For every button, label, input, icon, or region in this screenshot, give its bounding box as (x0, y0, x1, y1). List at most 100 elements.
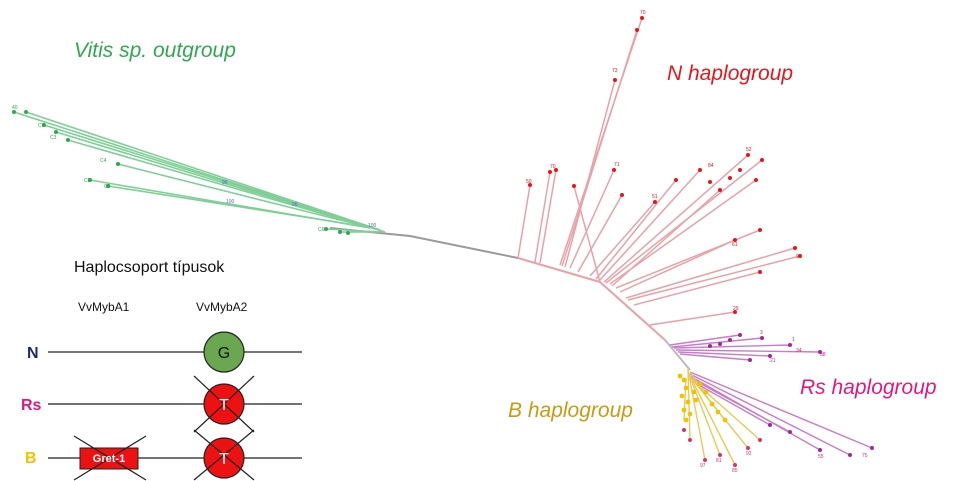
tip-point (548, 170, 552, 174)
outgroup-branch (25, 111, 381, 231)
cross-mark (193, 429, 255, 481)
tip-point (738, 333, 742, 337)
tip-point (733, 238, 737, 242)
rs-branch (673, 344, 791, 349)
tip-point (758, 270, 762, 274)
tip-point (687, 411, 693, 417)
b-haplogroup-label: B haplogroup (508, 399, 633, 422)
node-label: 97 (700, 463, 706, 469)
tip-point (718, 188, 722, 192)
legend-row-n: N G (27, 331, 302, 373)
tip-point (324, 227, 328, 231)
gret-1-label: Gret-1 (93, 453, 125, 465)
tip-point (681, 377, 687, 383)
n-branch (573, 185, 601, 283)
node-label: 38 (820, 352, 826, 358)
n-branch (561, 29, 638, 267)
cross-mark (73, 435, 147, 481)
tip-point (758, 228, 762, 232)
outgroup-label: Vitis sp. outgroup (74, 39, 236, 62)
n-branch (564, 79, 616, 268)
rs-branch (689, 379, 771, 426)
allele-circle-g (203, 331, 245, 373)
node-label: 21 (770, 358, 776, 364)
node-label: 96 (222, 180, 228, 186)
tip-point (768, 354, 772, 358)
tip-point (682, 428, 686, 432)
trunk-branch-grey (409, 235, 519, 259)
node-label: 70 (550, 164, 556, 170)
tip-point (688, 438, 692, 442)
node-label: 84 (708, 163, 714, 169)
rs-branch (679, 353, 751, 361)
tip-point (748, 358, 752, 362)
node-label: 51 (652, 194, 658, 200)
legend-row-b: B Gret-1 T (25, 429, 302, 481)
node-label: C4 (100, 158, 107, 164)
allele-label: G (218, 345, 230, 362)
rs-haplogroup-branches (669, 334, 873, 456)
tip-point (848, 453, 852, 457)
tip-point (728, 338, 732, 342)
tip-point (733, 310, 737, 314)
node-label: 55 (818, 454, 824, 460)
tip-point (683, 417, 689, 423)
node-label: 1 (792, 337, 795, 343)
row-label: Rs (21, 397, 42, 414)
tip-point (698, 168, 702, 172)
row-label: N (27, 345, 39, 362)
tip-point (798, 254, 802, 258)
tip-point (818, 350, 822, 354)
node-label: 52 (746, 147, 752, 153)
tip-point (693, 397, 699, 403)
tip-point (42, 123, 46, 127)
tree-branches (329, 227, 691, 371)
tip-point (613, 78, 617, 82)
n-branch (534, 171, 551, 263)
n-branch (569, 169, 615, 269)
node-label: C8 (84, 178, 91, 184)
n-branch (619, 239, 736, 293)
tip-point (679, 393, 685, 399)
tip-point (733, 463, 737, 467)
n-branch (595, 179, 677, 280)
n-branch (577, 194, 623, 273)
allele-label: T (219, 451, 229, 468)
b-haplogroup-tips (682, 428, 762, 467)
node-label: 94 (796, 254, 802, 260)
b-branch (687, 371, 721, 456)
tip-point (12, 110, 16, 114)
n-haplogroup-tips (528, 16, 802, 314)
tip-point (106, 184, 110, 188)
allele-label: T (219, 397, 229, 414)
tip-point (768, 423, 772, 427)
tip-point (793, 246, 797, 250)
outgroup-node-labels: 40 C5 C3 C4 C8 C9 C6 (12, 105, 325, 233)
tip-point (715, 409, 721, 415)
node-label: 100 (226, 199, 235, 205)
node-label: 3 (760, 330, 763, 336)
tip-point (722, 417, 728, 423)
rs-branch (689, 377, 791, 433)
rs-haplogroup-label: Rs haplogroup (800, 376, 937, 399)
node-label: 85 (732, 468, 738, 474)
tip-point (718, 453, 722, 457)
b-branch (689, 371, 713, 405)
tip-point (554, 168, 558, 172)
node-label: 100 (368, 223, 377, 229)
tip-point (760, 158, 764, 162)
haplogroup-legend: Haplocsoport típusok VvMybA1 VvMybA2 N G… (21, 259, 302, 481)
n-branch (517, 184, 531, 259)
n-branch (589, 201, 656, 277)
rs-haplogroup-tips (708, 333, 874, 457)
rs-branch (671, 337, 763, 348)
allele-circle-t (203, 437, 245, 479)
n-haplogroup-branches (517, 17, 801, 326)
node-label: 61 (732, 242, 738, 248)
tip-point (746, 153, 750, 157)
tip-point (718, 342, 722, 346)
trunk-branch-red (517, 257, 601, 283)
outgroup-branch (67, 139, 376, 230)
tip-point (818, 448, 822, 452)
